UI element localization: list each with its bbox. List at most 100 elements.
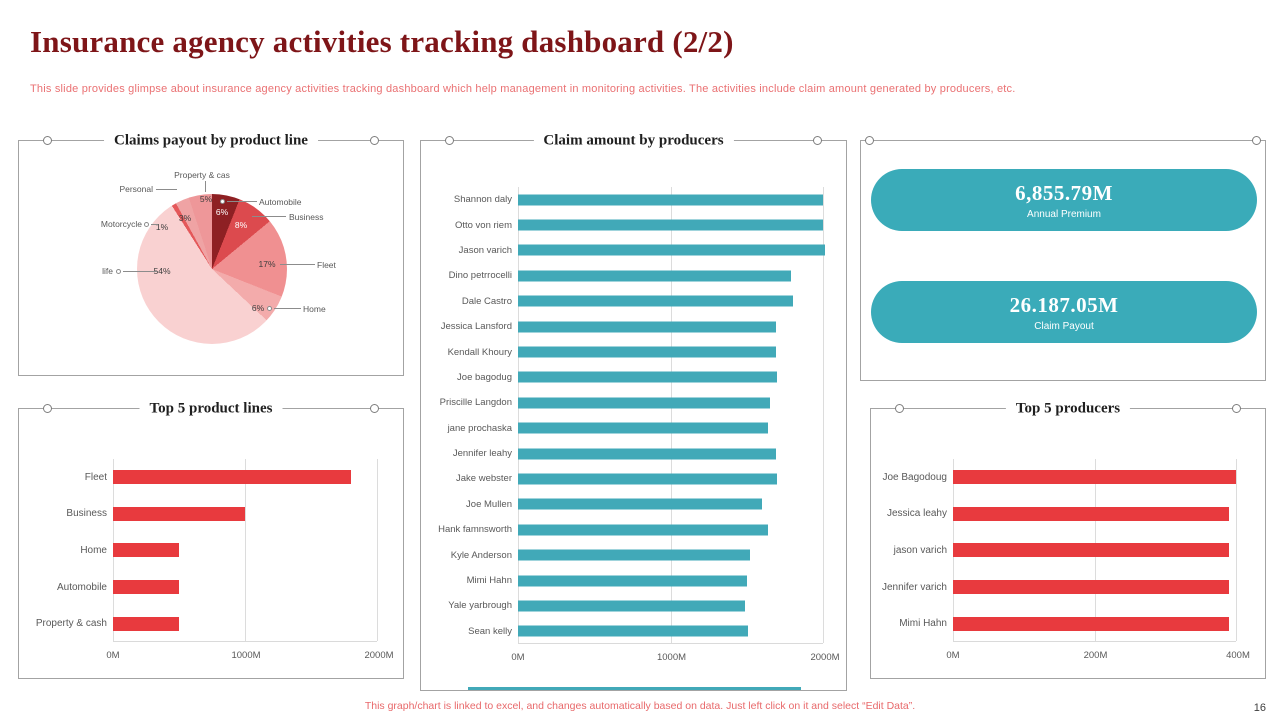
kpi-card-annual-premium[interactable]: 6,855.79M Annual Premium — [871, 169, 1257, 231]
bar-row: Hank famnsworth — [430, 517, 823, 542]
bar-category-label: Jessica leahy — [886, 508, 947, 520]
axis-tick-label: 1000M — [231, 650, 261, 661]
gridline — [1236, 459, 1237, 641]
connector-node-icon — [43, 136, 52, 145]
bar[interactable] — [953, 543, 1229, 558]
chart-scrollbar[interactable] — [468, 687, 801, 690]
leader-dot-icon — [220, 199, 225, 204]
axis-tick-label: 0M — [511, 652, 525, 663]
pie-slice-label: Motorcycle — [100, 219, 142, 229]
bar[interactable] — [518, 219, 823, 231]
bar[interactable] — [518, 524, 769, 536]
connector-node-icon — [43, 404, 52, 413]
pie-percent-label: 1% — [155, 222, 169, 232]
bar[interactable] — [113, 616, 179, 631]
bar[interactable] — [953, 470, 1236, 485]
bar-track — [518, 542, 823, 567]
pie-percent-label: 3% — [178, 213, 192, 223]
bar[interactable] — [518, 295, 793, 307]
bar[interactable] — [113, 543, 179, 558]
bar-category-label: Home — [80, 544, 107, 556]
bar[interactable] — [518, 270, 791, 282]
chart-title-top-product-lines: Top 5 product lines — [139, 400, 283, 418]
bar[interactable] — [518, 194, 823, 206]
axis-tick-label: 2000M — [364, 650, 394, 661]
bar-category-label: Jennifer varich — [881, 581, 947, 593]
bar[interactable] — [518, 549, 750, 561]
bar-track — [518, 593, 823, 618]
connector-node-icon — [865, 136, 874, 145]
bar-track — [518, 212, 823, 237]
bar-track — [518, 314, 823, 339]
pie-percent-label: 5% — [199, 194, 213, 204]
page-subtitle: This slide provides glimpse about insura… — [30, 83, 1016, 95]
bar-row: Dino petrrocelli — [430, 263, 823, 288]
chart-title-claims-payout: Claims payout by product line — [104, 132, 318, 150]
bar[interactable] — [518, 600, 746, 612]
bar[interactable] — [518, 473, 778, 485]
kpi-card-claim-payout[interactable]: 26.187.05M Claim Payout — [871, 281, 1257, 343]
bar[interactable] — [953, 616, 1229, 631]
bar-track — [518, 416, 823, 441]
bar-category-label: Priscille Langdon — [439, 397, 512, 409]
connector-node-icon — [370, 404, 379, 413]
bar-category-label: Jake webster — [456, 473, 512, 485]
bar[interactable] — [518, 371, 778, 383]
bar-category-label: Jessica Lansford — [440, 321, 512, 333]
bar-chart-top-products[interactable]: Fleet Business Home Automobile Property & ca… — [27, 459, 378, 642]
bar-track — [518, 492, 823, 517]
bar[interactable] — [518, 397, 770, 409]
bar-chart-producers[interactable]: Shannon daly Otto von riem Jason varich Din… — [430, 187, 825, 644]
bar-row: Business — [27, 496, 377, 533]
bar-category-label: Jason varich — [458, 244, 512, 256]
x-axis: 0M 1000M 2000M — [106, 648, 393, 662]
bar[interactable] — [518, 498, 762, 510]
bar[interactable] — [518, 321, 776, 333]
leader-line — [156, 189, 177, 190]
pie-slice-label: life — [102, 266, 113, 276]
bar[interactable] — [113, 470, 351, 485]
axis-tick-label: 400M — [1226, 650, 1250, 661]
page-number: 16 — [1253, 702, 1266, 714]
bar-track — [953, 569, 1236, 606]
leader-line — [205, 181, 206, 192]
bar[interactable] — [953, 506, 1229, 521]
bar-category-label: jason varich — [893, 544, 947, 556]
connector-node-icon — [895, 404, 904, 413]
bar-row: Kyle Anderson — [430, 542, 823, 567]
bar-row: Priscille Langdon — [430, 390, 823, 415]
gridline — [670, 187, 672, 643]
pie-chart[interactable] — [137, 194, 287, 344]
bar-row: Automobile — [27, 569, 377, 606]
bar-track — [518, 441, 823, 466]
bar-category-label: Jennifer leahy — [452, 448, 512, 460]
bar-row: jane prochaska — [430, 416, 823, 441]
bar-track — [518, 263, 823, 288]
bar[interactable] — [518, 575, 747, 587]
bar-row: Property & cash — [27, 605, 377, 642]
pie-slice-label: Fleet — [317, 260, 336, 270]
bar[interactable] — [518, 625, 749, 637]
bar[interactable] — [113, 580, 179, 595]
bar[interactable] — [953, 580, 1229, 595]
pie-slice-label: Home — [303, 304, 326, 314]
bar[interactable] — [518, 346, 776, 358]
bar[interactable] — [518, 244, 825, 256]
bar[interactable] — [113, 506, 245, 521]
connector-node-icon — [370, 136, 379, 145]
bar-track — [113, 569, 377, 606]
bar[interactable] — [518, 448, 776, 460]
bar-track — [518, 365, 823, 390]
bar-row: Kendall Khoury — [430, 339, 823, 364]
bar-category-label: Automobile — [56, 581, 107, 593]
bar-row: Yale yarbrough — [430, 593, 823, 618]
pie-percent-label: 54% — [153, 266, 171, 276]
bar[interactable] — [518, 422, 769, 434]
bar-track — [518, 466, 823, 491]
bar-track — [953, 459, 1236, 496]
bar-row: Jennifer leahy — [430, 441, 823, 466]
bar-row: Mimi Hahn — [875, 605, 1236, 642]
panel-top-5-product-lines: Top 5 product lines Fleet Business Home Aut… — [18, 400, 404, 679]
bar-chart-top-producers[interactable]: Joe Bagodoug Jessica leahy jason varich Jen… — [875, 459, 1237, 642]
